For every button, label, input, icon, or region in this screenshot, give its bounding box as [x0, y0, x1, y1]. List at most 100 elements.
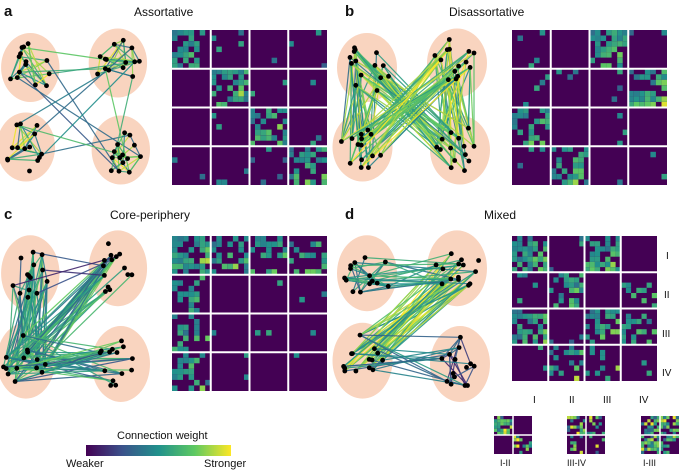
matrix-cell — [315, 146, 322, 152]
matrix-cell — [282, 79, 289, 86]
matrix-cell — [669, 435, 673, 439]
matrix-cell — [205, 269, 211, 275]
matrix-cell — [656, 428, 660, 432]
matrix-cell — [561, 168, 568, 174]
matrix-cell — [188, 374, 195, 380]
matrix-cell — [617, 52, 623, 58]
row-label-III: III — [662, 329, 671, 340]
matrix-cell — [543, 246, 549, 252]
matrix-cell — [669, 438, 673, 442]
matrix-cell — [522, 334, 528, 340]
matrix-cell — [238, 85, 244, 91]
matrix-cell — [567, 425, 571, 429]
network-node — [438, 147, 443, 152]
matrix-cell — [244, 68, 250, 75]
network-edge — [113, 43, 136, 63]
matrix-cell — [605, 241, 611, 247]
network-edge — [344, 277, 370, 285]
matrix-cell — [528, 124, 535, 130]
matrix-cell — [628, 96, 634, 102]
network-node — [97, 54, 103, 59]
matrix-cell — [661, 79, 667, 86]
network-node — [113, 382, 119, 388]
matrix-cell — [194, 46, 200, 53]
matrix-cell — [610, 261, 616, 268]
matrix-cell — [569, 360, 575, 366]
network-edge — [5, 264, 35, 358]
matrix-cell — [574, 287, 580, 293]
matrix-cell — [605, 267, 611, 273]
network-node — [8, 76, 13, 82]
matrix-cell — [523, 102, 529, 108]
network-node — [456, 261, 462, 267]
network-node — [370, 367, 376, 373]
matrix-cell — [244, 252, 250, 259]
network-node — [456, 135, 461, 141]
matrix-cell — [548, 349, 554, 356]
matrix-cell — [663, 419, 667, 423]
matrix-cell — [527, 313, 533, 319]
matrix-cell — [570, 447, 574, 451]
matrix-cell — [310, 252, 316, 259]
network-mixed — [332, 230, 490, 402]
matrix-cell — [172, 280, 178, 286]
matrix-cell — [500, 428, 504, 432]
network-node — [18, 51, 23, 57]
matrix-cell — [647, 428, 651, 432]
matrix-cell — [210, 68, 217, 75]
matrix-cell — [675, 419, 679, 423]
network-node — [117, 155, 123, 161]
network-node — [343, 277, 349, 283]
matrix-cell — [666, 425, 670, 429]
matrix-cell — [522, 251, 528, 257]
matrix-cell — [650, 68, 656, 75]
network-node — [46, 71, 52, 77]
matrix-cell — [194, 291, 200, 297]
network-node — [452, 357, 458, 362]
network-node — [378, 75, 384, 81]
matrix-cell — [266, 330, 272, 336]
matrix-cell — [238, 90, 244, 97]
network-node — [102, 273, 107, 278]
matrix-cell — [249, 140, 255, 147]
network-node — [119, 371, 125, 376]
matrix-cell — [172, 236, 178, 242]
matrix-cell — [310, 151, 316, 158]
matrix-cell — [288, 258, 294, 264]
network-node — [385, 283, 391, 289]
matrix-cell — [655, 74, 662, 80]
matrix-cell — [244, 374, 250, 380]
matrix-cell — [205, 335, 211, 342]
network-edge — [351, 85, 357, 139]
matrix-cell — [293, 157, 300, 163]
matrix-cell — [661, 68, 667, 75]
matrix-cell — [578, 173, 584, 180]
matrix-cell — [617, 113, 623, 119]
matrix-cell — [663, 431, 667, 435]
matrix-cell — [517, 313, 523, 319]
matrix-cell — [595, 52, 601, 58]
matrix-cell — [653, 419, 657, 423]
matrix-cell — [644, 438, 648, 442]
matrix-cell — [497, 425, 501, 429]
network-edge — [447, 79, 469, 129]
matrix-cell — [227, 252, 233, 259]
matrix-cell — [650, 444, 654, 448]
network-node — [14, 75, 20, 80]
network-edge — [110, 76, 134, 171]
network-node — [359, 136, 364, 142]
matrix-disassortative — [512, 30, 667, 185]
matrix-cell — [528, 140, 535, 147]
panel-title-disassortative: Disassortative — [449, 5, 525, 19]
matrix-cell — [574, 282, 580, 288]
network-node — [126, 169, 132, 175]
matrix-cell — [615, 236, 621, 242]
matrix-cell — [615, 329, 621, 335]
matrix-cell — [517, 308, 523, 314]
matrix-cell — [494, 419, 498, 423]
matrix-cell — [570, 419, 574, 423]
matrix-cell — [183, 41, 189, 47]
legend-title: Connection weight — [117, 430, 208, 442]
matrix-cell — [550, 168, 557, 174]
matrix-cell — [238, 30, 244, 36]
